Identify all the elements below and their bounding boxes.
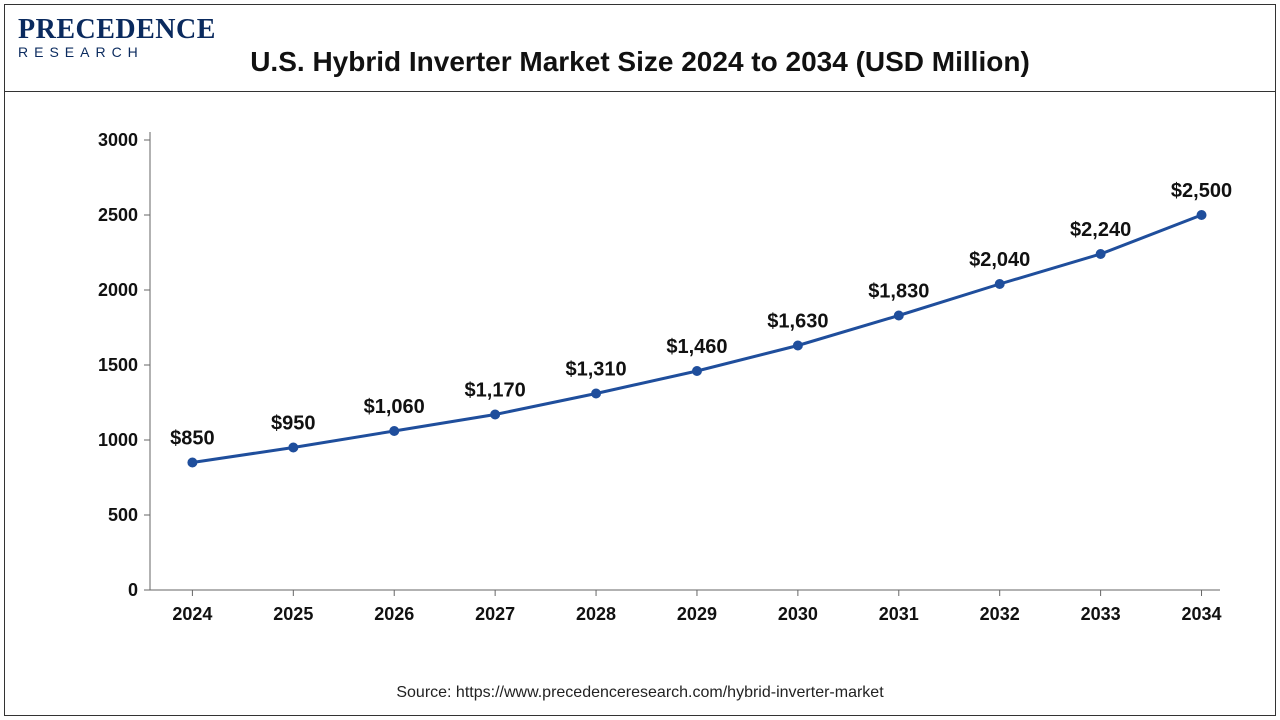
chart-area: 0 500 1000 1500 2000 2500 3000 2024 2025 2026 2027… bbox=[70, 120, 1240, 650]
header: PRECEDENCE RESEARCH U.S. Hybrid Inverter… bbox=[4, 4, 1276, 92]
x-tick-label: 2030 bbox=[778, 604, 818, 624]
data-marker bbox=[1197, 210, 1207, 220]
y-tick-label: 2500 bbox=[98, 205, 138, 225]
chart-svg: 0 500 1000 1500 2000 2500 3000 2024 2025 2026 2027… bbox=[70, 120, 1240, 650]
data-marker bbox=[692, 366, 702, 376]
data-label: $2,040 bbox=[969, 249, 1030, 271]
data-label: $1,460 bbox=[666, 336, 727, 358]
x-tick-label: 2033 bbox=[1081, 604, 1121, 624]
x-tick-label: 2032 bbox=[980, 604, 1020, 624]
y-tick-label: 1500 bbox=[98, 355, 138, 375]
data-label: $1,310 bbox=[565, 359, 626, 381]
logo-line2: RESEARCH bbox=[18, 44, 228, 60]
y-tick-label: 2000 bbox=[98, 280, 138, 300]
x-tick-label: 2025 bbox=[273, 604, 313, 624]
data-marker bbox=[894, 311, 904, 321]
data-label: $950 bbox=[271, 413, 316, 435]
y-tick-label: 500 bbox=[108, 505, 138, 525]
x-tick-label: 2028 bbox=[576, 604, 616, 624]
x-tick-label: 2024 bbox=[172, 604, 212, 624]
data-label: $1,630 bbox=[767, 311, 828, 333]
data-marker bbox=[288, 443, 298, 453]
x-tick-label: 2031 bbox=[879, 604, 919, 624]
x-tick-label: 2029 bbox=[677, 604, 717, 624]
data-label: $1,830 bbox=[868, 281, 929, 303]
x-tick-label: 2034 bbox=[1181, 604, 1221, 624]
x-tick-label: 2026 bbox=[374, 604, 414, 624]
data-label: $1,170 bbox=[465, 380, 526, 402]
y-tick-label: 1000 bbox=[98, 430, 138, 450]
data-marker bbox=[187, 458, 197, 468]
data-marker bbox=[389, 426, 399, 436]
data-label: $850 bbox=[170, 428, 215, 450]
data-label: $1,060 bbox=[364, 396, 425, 418]
x-tick-label: 2027 bbox=[475, 604, 515, 624]
logo-line1: PRECEDENCE bbox=[18, 14, 228, 46]
data-marker bbox=[490, 410, 500, 420]
data-marker bbox=[591, 389, 601, 399]
data-label: $2,240 bbox=[1070, 219, 1131, 241]
source-text: Source: https://www.precedenceresearch.c… bbox=[0, 684, 1280, 702]
logo: PRECEDENCE RESEARCH bbox=[18, 14, 228, 60]
data-marker bbox=[995, 279, 1005, 289]
data-label: $2,500 bbox=[1171, 180, 1232, 202]
y-tick-label: 0 bbox=[128, 580, 138, 600]
data-marker bbox=[1096, 249, 1106, 259]
y-tick-label: 3000 bbox=[98, 130, 138, 150]
data-marker bbox=[793, 341, 803, 351]
